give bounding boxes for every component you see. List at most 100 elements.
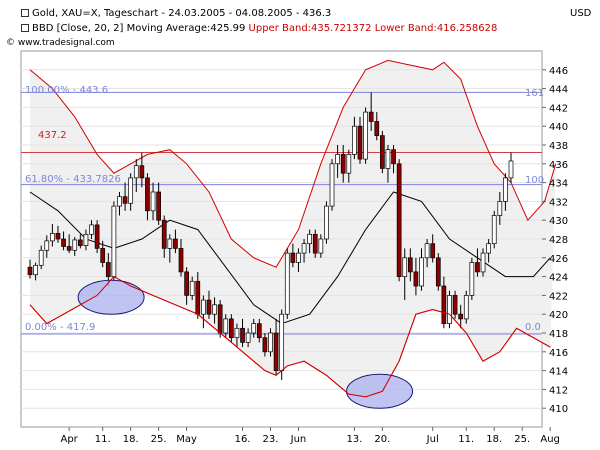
candle-84 — [497, 201, 503, 216]
y-tick-label-438: 438 — [549, 141, 568, 152]
candle-80 — [475, 262, 480, 273]
candle-63 — [380, 135, 385, 169]
y-tick-label-426: 426 — [549, 254, 568, 265]
candle-15 — [111, 205, 117, 277]
candle-27 — [178, 248, 184, 273]
candle-34 — [217, 304, 223, 334]
x-tick-label-25.: 25. — [151, 434, 167, 445]
candle-72 — [430, 243, 436, 259]
currency-label: USD — [570, 8, 592, 19]
candle-75 — [447, 295, 452, 324]
x-tick-label-25.: 25. — [514, 434, 530, 445]
candle-20 — [139, 165, 145, 179]
y-tick-label-434: 434 — [549, 179, 568, 190]
right-fib-0-label: 0.0 — [525, 322, 541, 333]
y-tick-label-446: 446 — [549, 66, 568, 77]
candle-36 — [228, 318, 234, 339]
candle-45 — [279, 313, 285, 371]
candle-22 — [150, 191, 156, 212]
candle-23 — [156, 191, 161, 221]
x-tick-label-11.: 11. — [95, 434, 111, 445]
candle-81 — [480, 252, 486, 273]
x-tick-label-20.: 20. — [374, 434, 390, 445]
candle-42 — [262, 337, 268, 353]
y-tick-label-410: 410 — [549, 404, 568, 415]
y-tick-label-420: 420 — [549, 310, 568, 321]
price-line-label: 437.2 — [38, 130, 67, 141]
highlight-ellipse-0 — [77, 279, 145, 315]
moving-average — [29, 191, 551, 325]
candle-66 — [396, 163, 402, 277]
candle-47 — [290, 252, 296, 263]
chart-title: Gold, XAU=X, Tageschart - 24.03.2005 - 0… — [32, 8, 332, 19]
candle-49 — [301, 243, 307, 254]
candle-68 — [407, 257, 413, 273]
candle-74 — [441, 285, 447, 324]
candle-14 — [105, 262, 111, 277]
candle-25 — [167, 238, 173, 249]
fib-100-label: 100.00% - 443.6 — [25, 85, 108, 96]
candle-77 — [458, 313, 464, 320]
candle-83 — [491, 215, 497, 245]
candle-33 — [212, 304, 217, 315]
candle-52 — [318, 238, 324, 254]
y-axis-labels: 410 412 414 416 418 420 422 424 426 428 430 432 434 4… — [549, 66, 568, 415]
candle-3 — [44, 240, 50, 251]
candle-54 — [329, 163, 335, 207]
right-fib-61-label: 100 — [525, 175, 544, 186]
candle-85 — [503, 177, 508, 202]
candle-19 — [133, 165, 139, 179]
candle-48 — [296, 252, 301, 263]
candle-51 — [312, 233, 318, 254]
candle-39 — [245, 332, 251, 343]
x-tick-label-Apr: Apr — [60, 434, 78, 445]
candle-26 — [173, 238, 178, 249]
annotations: 100.00% - 443.6 61.80% - 433.7826 0.00% … — [25, 85, 544, 333]
candle-24 — [161, 219, 167, 249]
x-tick-label-18.: 18. — [123, 434, 139, 445]
candle-12 — [94, 224, 100, 249]
y-tick-label-442: 442 — [549, 103, 568, 114]
highlight-ellipse-1 — [346, 373, 414, 409]
y-tick-label-414: 414 — [549, 367, 568, 378]
lower-band-overlay — [29, 275, 551, 398]
y-tick-label-432: 432 — [549, 197, 568, 208]
chart-title-line: Gold, XAU=X, Tageschart - 24.03.2005 - 0… — [21, 8, 331, 20]
indicator-line: BBD [Close, 20, 2] Moving Average:425.99… — [21, 23, 497, 35]
y-tick-label-428: 428 — [549, 235, 568, 246]
candle-82 — [486, 243, 491, 254]
copyright: © www.tradesignal.com — [6, 38, 115, 48]
y-tick-label-430: 430 — [549, 216, 568, 227]
indicator-info: BBD [Close, 20, 2] Moving Average:425.99 — [32, 23, 246, 34]
candle-64 — [385, 149, 391, 169]
y-tick-label-424: 424 — [549, 273, 568, 284]
candle-59 — [357, 125, 363, 160]
candle-57 — [346, 154, 352, 174]
indicator-icon — [21, 24, 29, 32]
candle-4 — [50, 233, 55, 242]
candle-37 — [234, 327, 240, 339]
candle-73 — [435, 257, 441, 287]
fib-0-label: 0.00% - 417.9 — [25, 322, 95, 333]
candle-61 — [368, 111, 374, 122]
candle-53 — [324, 205, 329, 240]
x-tick-label-Aug: Aug — [540, 434, 560, 445]
candle-43 — [268, 332, 273, 353]
candle-69 — [413, 271, 419, 287]
candle-30 — [195, 280, 201, 315]
y-tick-label-416: 416 — [549, 348, 568, 359]
candle-10 — [83, 233, 89, 246]
right-fib-100-label: 161 — [525, 88, 544, 99]
candle-70 — [419, 257, 424, 287]
x-tick-label-16.: 16. — [235, 434, 251, 445]
candle-78 — [463, 295, 469, 320]
candle-6 — [61, 238, 66, 247]
candle-76 — [452, 295, 458, 315]
candle-32 — [206, 299, 212, 315]
candle-86 — [508, 160, 514, 179]
candle-16 — [117, 196, 122, 207]
candle-18 — [128, 177, 134, 204]
x-tick-label-18.: 18. — [486, 434, 502, 445]
lower-band-info: Lower Band:416.258628 — [374, 23, 498, 34]
